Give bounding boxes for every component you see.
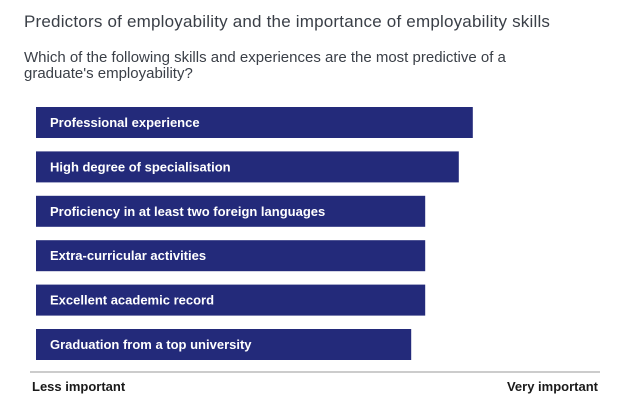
- bar-3: [36, 195, 426, 227]
- bar-label-6: Graduation from a top university: [50, 337, 252, 352]
- bar-group: Professional experience High degree of sp…: [36, 107, 473, 360]
- axis-min-label: Less important: [32, 379, 126, 394]
- bar-label-3: Proficiency in at least two foreign lang…: [50, 204, 325, 219]
- axis-max-label: Very important: [506, 379, 598, 394]
- bar-4: [36, 240, 426, 272]
- chart-subtitle: Which of the following skills and experi…: [24, 49, 506, 82]
- bar-1: [36, 107, 473, 138]
- bar-label-1: Professional experience: [50, 115, 200, 130]
- bar-5: [36, 284, 426, 316]
- bar-label-2: High degree of specialisation: [50, 159, 231, 174]
- bar-6: [36, 329, 412, 360]
- bar-label-5: Excellent academic record: [50, 293, 214, 308]
- bar-label-4: Extra-curricular activities: [50, 248, 206, 263]
- chart-title: Predictors of employability and the impo…: [24, 12, 551, 31]
- bar-2: [36, 151, 459, 183]
